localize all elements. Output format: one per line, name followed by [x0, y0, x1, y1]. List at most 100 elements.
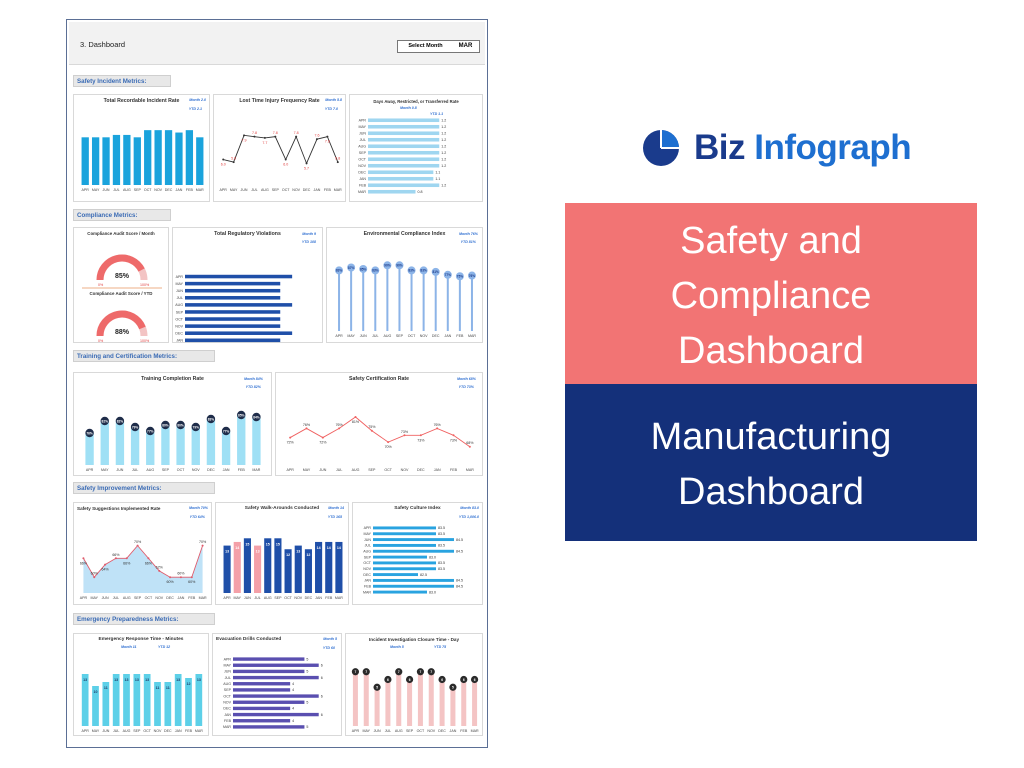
tick-nov: NOV — [294, 596, 302, 600]
label-jan: 76% — [434, 423, 442, 427]
label-apr: 72% — [287, 441, 295, 445]
headline-line-1: Safety and — [680, 220, 862, 262]
tick-feb: FEB — [224, 719, 232, 723]
dot-label-nov: 83% — [420, 269, 427, 273]
point-oct — [387, 441, 390, 444]
bar-feb — [233, 719, 291, 723]
culture-panel: Safety Culture Index Month 83.0 YTD 1,00… — [352, 502, 483, 605]
label-jan: 7.6 — [314, 134, 319, 138]
tick-dec: DEC — [438, 729, 446, 733]
bar-oct — [284, 549, 292, 593]
dot-label-feb: 75% — [457, 275, 464, 279]
label-feb: 4 — [292, 719, 294, 723]
tick-mar: MAR — [334, 188, 342, 192]
tick-sep: SEP — [364, 555, 372, 559]
tick-oct: OCT — [363, 561, 371, 565]
label-jul: 13 — [256, 550, 260, 554]
label-apr: 66% — [80, 561, 88, 565]
dot-label-apr: 83% — [336, 269, 343, 273]
tick-feb: FEB — [188, 596, 196, 600]
dot-jan — [443, 270, 452, 279]
stem-feb — [458, 276, 461, 331]
dot-dec — [438, 675, 446, 684]
tick-nov: NOV — [420, 334, 428, 338]
bar-nov — [233, 700, 305, 704]
tick-sep: SEP — [224, 688, 232, 692]
bar-jan — [221, 431, 231, 465]
label-jul: 83.5 — [438, 544, 445, 548]
bar-oct — [373, 561, 436, 565]
label-jun: 7.9 — [242, 138, 247, 142]
stem-mar — [470, 275, 473, 331]
point-jun — [243, 134, 246, 137]
tick-oct: OCT — [175, 317, 183, 321]
bubble-label-feb: 85% — [238, 413, 245, 417]
brand-name: Biz Infograph — [694, 128, 912, 168]
stem-oct — [417, 671, 423, 726]
bar-dec — [304, 549, 312, 593]
tick-apr: APR — [364, 526, 372, 530]
bar-sep — [274, 538, 282, 593]
tick-jun: JUN — [360, 334, 367, 338]
tick-oct: OCT — [417, 729, 425, 733]
stem-jun — [362, 268, 365, 331]
stem-jul — [385, 679, 391, 726]
select-month-button[interactable]: Select Month — [397, 40, 454, 53]
label-feb: 7.8 — [325, 140, 330, 144]
dot-may — [362, 668, 370, 676]
bar-may — [185, 281, 281, 286]
biz-infograph-logo-icon — [643, 130, 679, 166]
tick-sep: SEP — [396, 334, 404, 338]
label-may: 10 — [94, 690, 98, 694]
culture-title: Safety Culture Index — [394, 506, 441, 511]
bar-may — [91, 137, 100, 185]
training-title: Training Completion Rate — [141, 376, 204, 382]
label-dec: 11 — [166, 686, 170, 690]
tick-oct: OCT — [282, 188, 290, 192]
bar-apr — [81, 674, 89, 726]
label-may: 6 — [321, 664, 323, 668]
dot-mar — [470, 675, 479, 684]
bubble-label-dec: 83% — [208, 417, 215, 421]
bubble-apr — [85, 428, 94, 438]
tick-jan: JAN — [315, 596, 322, 600]
bubble-label-jul: 79% — [132, 425, 139, 429]
audit-panel: Compliance Audit Score / Month Complianc… — [73, 227, 169, 343]
point-oct — [147, 557, 150, 560]
tick-nov: NOV — [155, 596, 163, 600]
label-apr: 13 — [83, 678, 87, 682]
bar-nov — [373, 567, 436, 571]
tick-jun: JUN — [319, 468, 326, 472]
label-jan: 14 — [317, 546, 321, 550]
label-jan: 84.5 — [456, 579, 463, 583]
tick-sep: SEP — [134, 188, 142, 192]
tick-jan: JAN — [450, 729, 457, 733]
tick-feb: FEB — [364, 585, 372, 589]
tick-may: MAY — [230, 188, 238, 192]
bar-mar — [196, 137, 204, 185]
label-mar: 83.0 — [429, 590, 436, 594]
label-may: 76% — [303, 423, 311, 427]
trir-panel: Total Recordable Incident Rate Month 2.0… — [73, 94, 210, 202]
dart-month-note: Month 0.8 — [400, 106, 417, 110]
dot-label-dec: 6 — [441, 678, 443, 682]
label-oct: 66% — [145, 561, 153, 565]
dot-sep — [395, 261, 404, 270]
label-sep: 75% — [368, 425, 376, 429]
section-improvement: Safety Improvement Metrics: — [73, 482, 215, 494]
tick-jul: JUL — [385, 729, 391, 733]
investigation-ytd-note: YTD 75 — [434, 645, 447, 649]
stem-may — [350, 267, 353, 331]
bar-apr — [368, 118, 440, 123]
point-jul — [253, 135, 256, 138]
label-sep: 13 — [135, 678, 139, 682]
tick-mar: MAR — [223, 725, 231, 729]
response-month-note: Month 11 — [121, 645, 137, 649]
bar-nov — [185, 324, 281, 328]
env-month-note: Month 76% — [459, 232, 478, 236]
tick-mar: MAR — [195, 729, 203, 733]
trir-month-note: Month 2.0 — [189, 98, 206, 102]
tick-jul: JUL — [132, 468, 138, 472]
bar-mar — [252, 417, 261, 465]
month-dropdown[interactable]: MAR — [452, 40, 480, 53]
